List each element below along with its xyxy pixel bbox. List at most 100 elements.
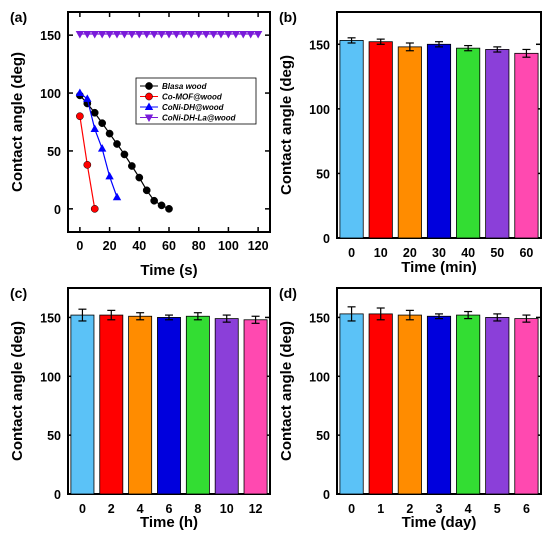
y-tick-label: 50	[316, 429, 330, 443]
data-point	[83, 94, 92, 102]
x-tick-label: 6	[166, 502, 173, 516]
bar	[185, 315, 210, 495]
series-4	[75, 31, 263, 39]
bar	[485, 317, 510, 495]
data-point	[105, 129, 114, 138]
data-point	[90, 31, 99, 39]
x-tick-label: 100	[218, 239, 239, 253]
x-tick-label: 40	[132, 239, 146, 253]
x-tick-label: 0	[348, 502, 355, 516]
series-2	[76, 112, 99, 213]
legend-marker	[144, 114, 154, 122]
x-tick-label: 50	[490, 246, 504, 260]
x-tick-label: 0	[79, 502, 86, 516]
panel-1: 0 50 100 150 0 20 40 60 80 100 120 Blasa wood Co-MOF…	[9, 9, 271, 279]
data-point	[179, 31, 189, 39]
x-tick-label: 12	[249, 502, 263, 516]
bar	[243, 319, 268, 495]
x-tick-label: 20	[103, 239, 117, 253]
x-tick-label: 10	[220, 502, 234, 516]
legend-marker	[144, 102, 154, 110]
data-point	[112, 192, 122, 201]
y-axis-title: Contact angle (deg)	[278, 55, 295, 195]
bar	[426, 315, 452, 495]
y-tick-label: 150	[309, 38, 330, 52]
bar	[485, 49, 510, 239]
data-point	[135, 31, 144, 39]
bar	[157, 317, 181, 495]
x-tick-label: 0	[348, 246, 355, 260]
bar	[397, 46, 422, 239]
panel-label: (d)	[279, 285, 297, 301]
legend-entry: CoNi-DH@wood	[162, 103, 225, 112]
y-axis-title: Contact angle (deg)	[9, 52, 26, 192]
data-point	[97, 31, 107, 39]
data-point	[157, 201, 166, 210]
data-point	[224, 31, 233, 39]
data-point	[128, 162, 136, 170]
x-tick-label: 30	[432, 246, 446, 260]
legend-marker	[145, 92, 153, 101]
y-tick-label: 0	[323, 488, 330, 502]
bar	[70, 314, 95, 495]
data-point	[98, 119, 107, 128]
x-tick-label: 120	[248, 239, 269, 253]
panel-2: 0 50 100 150 0 10 20 30 40 50 60 Contact angle (deg…	[278, 9, 542, 276]
data-point	[90, 124, 99, 132]
data-point	[127, 31, 137, 39]
data-point	[209, 31, 218, 39]
data-point	[253, 31, 263, 39]
bar	[128, 315, 153, 495]
bar	[214, 318, 239, 495]
y-tick-label: 50	[47, 429, 61, 443]
bar	[514, 318, 539, 495]
x-tick-label: 20	[403, 246, 417, 260]
panel-label: (b)	[279, 9, 297, 25]
bar	[456, 47, 481, 239]
y-tick-label: 0	[54, 488, 61, 502]
data-point	[135, 173, 144, 182]
y-tick-label: 50	[47, 145, 61, 159]
data-point	[157, 31, 166, 39]
data-point	[105, 31, 114, 39]
data-point	[187, 31, 196, 39]
x-tick-label: 40	[461, 246, 475, 260]
data-point	[216, 31, 226, 39]
bar	[368, 41, 393, 239]
y-tick-label: 0	[54, 203, 61, 217]
x-tick-label: 1	[377, 502, 384, 516]
data-point	[83, 160, 92, 169]
x-tick-label: 6	[523, 502, 530, 516]
y-axis-title: Contact angle (deg)	[9, 321, 26, 461]
y-tick-label: 0	[323, 232, 330, 246]
x-tick-label: 80	[192, 239, 206, 253]
bar	[368, 313, 393, 495]
x-tick-label: 60	[519, 246, 533, 260]
data-point	[97, 144, 107, 152]
y-tick-label: 100	[40, 87, 61, 101]
data-point	[113, 140, 121, 148]
y-tick-label: 100	[40, 370, 61, 384]
legend-marker	[145, 82, 153, 90]
x-tick-label: 2	[108, 502, 115, 516]
data-point	[172, 31, 181, 39]
x-tick-label: 4	[465, 502, 472, 516]
data-point	[201, 31, 211, 39]
data-point	[75, 31, 85, 39]
bar	[99, 314, 124, 495]
data-point	[194, 31, 203, 39]
data-point	[120, 31, 129, 39]
data-point	[105, 171, 114, 180]
data-point	[142, 186, 151, 195]
x-axis-title: Time (min)	[401, 259, 477, 276]
data-point	[164, 31, 174, 39]
x-axis-title: Time (h)	[140, 514, 198, 531]
panel-4: 0 50 100 150 0 1 2 3 4 5 6 Contact angle (deg) Time …	[278, 285, 542, 531]
legend-entry: Blasa wood	[162, 82, 208, 91]
x-tick-label: 60	[162, 239, 176, 253]
data-point	[83, 31, 92, 39]
data-point	[112, 31, 122, 39]
data-point	[165, 204, 173, 213]
y-axis-title: Contact angle (deg)	[278, 321, 295, 461]
